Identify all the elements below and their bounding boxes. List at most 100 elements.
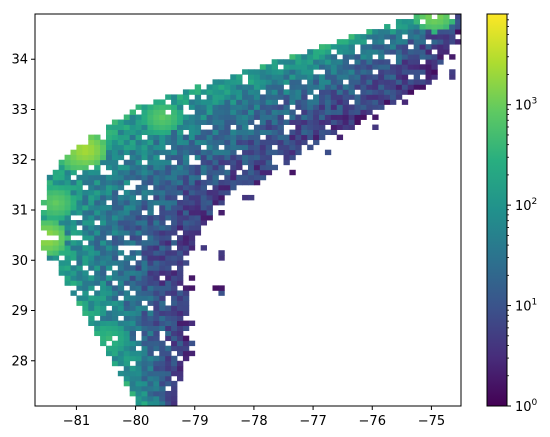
- heat-cell: [100, 265, 107, 271]
- heat-cell: [111, 305, 119, 311]
- heat-cell: [94, 275, 101, 281]
- heat-cell: [117, 310, 125, 316]
- heat-cell: [129, 174, 136, 181]
- heat-cell: [159, 194, 166, 201]
- heat-cell: [111, 169, 119, 176]
- heat-cell: [330, 69, 338, 75]
- heat-cell: [177, 139, 184, 146]
- heat-cell: [242, 94, 249, 100]
- heat-cell: [106, 265, 113, 271]
- heat-cell: [200, 189, 207, 196]
- heat-cell: [390, 84, 397, 90]
- heat-cell: [88, 144, 95, 151]
- heat-cell: [94, 174, 101, 181]
- heat-cell: [141, 114, 148, 120]
- heat-cell: [390, 64, 397, 70]
- heat-cell: [319, 109, 326, 115]
- heat-cell: [259, 84, 267, 90]
- heat-cell: [64, 159, 71, 166]
- heat-cell: [194, 139, 202, 146]
- heat-cell: [171, 290, 178, 296]
- heat-cell: [431, 74, 438, 80]
- heat-cell: [354, 84, 361, 90]
- heat-cell: [336, 104, 344, 110]
- heat-cell: [58, 265, 65, 271]
- heat-cell: [117, 300, 125, 306]
- heat-cell: [153, 235, 160, 241]
- heat-cell: [147, 225, 154, 231]
- heat-cell: [366, 74, 373, 80]
- heat-cell: [236, 179, 243, 186]
- heat-cell: [106, 320, 113, 326]
- heat-cell: [194, 174, 202, 181]
- heat-cell: [182, 94, 190, 100]
- heat-cell: [289, 134, 296, 141]
- heat-cell: [182, 164, 190, 171]
- heat-cell: [413, 24, 420, 30]
- heat-cell: [171, 210, 178, 216]
- heat-cell: [88, 184, 95, 191]
- heat-cell: [111, 129, 119, 136]
- heat-cell: [135, 375, 142, 382]
- heat-cell: [141, 230, 148, 236]
- heat-cell: [336, 84, 344, 90]
- heat-cell: [165, 380, 172, 387]
- heat-cell: [129, 225, 136, 231]
- heat-cell: [253, 114, 261, 120]
- heat-cell: [248, 94, 255, 100]
- heat-cell: [413, 29, 420, 35]
- heat-cell: [117, 305, 125, 311]
- heat-cell: [165, 350, 172, 357]
- heat-cell: [372, 94, 379, 100]
- heat-cell: [366, 104, 373, 110]
- heat-cell: [177, 245, 184, 251]
- heat-cell: [230, 154, 237, 161]
- heat-cell: [52, 174, 60, 181]
- heat-cell: [165, 315, 172, 321]
- heat-cell: [372, 104, 379, 110]
- heat-cell: [177, 345, 184, 352]
- heat-cell: [182, 199, 190, 206]
- heat-cell: [336, 64, 344, 70]
- heat-cell: [100, 260, 107, 266]
- heat-cell: [230, 164, 237, 171]
- heat-cell: [348, 94, 355, 100]
- heat-cell: [177, 114, 184, 120]
- heat-cell: [372, 99, 379, 105]
- heat-cell: [123, 114, 131, 120]
- heat-cell: [431, 44, 438, 50]
- heat-cell: [336, 79, 344, 85]
- heat-cell: [253, 179, 261, 186]
- heat-cell: [182, 179, 190, 186]
- heat-cell: [366, 54, 373, 60]
- heat-cell: [171, 300, 178, 306]
- heat-cell: [206, 210, 213, 216]
- heat-cell: [129, 325, 136, 332]
- heat-cell: [277, 74, 284, 80]
- heat-cell: [106, 184, 113, 191]
- heat-cell: [259, 129, 267, 136]
- heat-cell: [360, 99, 367, 105]
- heat-cell: [230, 79, 237, 85]
- heat-cell: [100, 199, 107, 206]
- heat-cell: [76, 255, 83, 261]
- heat-cell: [141, 385, 148, 392]
- y-tick-label: 34: [11, 53, 28, 68]
- heat-cell: [307, 144, 314, 151]
- heat-cell: [147, 139, 154, 146]
- heat-cell: [384, 44, 391, 50]
- heat-cell: [129, 164, 136, 171]
- heat-cell: [171, 370, 178, 377]
- heat-cell: [153, 109, 160, 115]
- heat-cell: [94, 230, 101, 236]
- heat-cell: [212, 144, 219, 151]
- heat-cell: [147, 295, 154, 301]
- heat-cell: [46, 174, 54, 181]
- heat-cell: [123, 375, 131, 382]
- heat-cell: [248, 194, 255, 201]
- heat-cell: [111, 320, 119, 326]
- heat-cell: [141, 215, 148, 221]
- heat-cell: [236, 84, 243, 90]
- heat-cell: [224, 119, 231, 125]
- heat-cell: [224, 144, 231, 151]
